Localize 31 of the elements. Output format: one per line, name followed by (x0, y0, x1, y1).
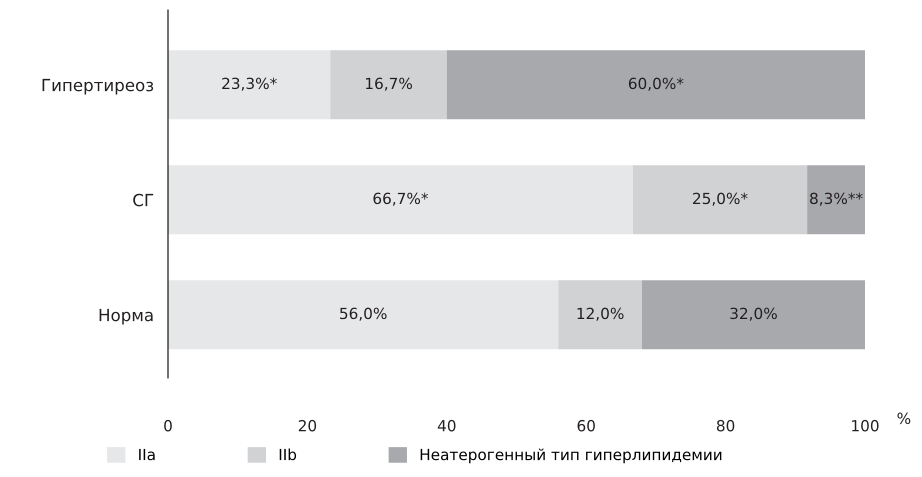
data-label: 25,0%* (693, 192, 748, 206)
data-label: 32,0% (730, 308, 777, 321)
y-tick-label: СГ (133, 194, 154, 206)
bar (168, 50, 330, 120)
y-tick-label: Норма (100, 308, 153, 325)
bar (807, 165, 865, 234)
bar (642, 280, 865, 350)
data-label: 12,0% (578, 308, 624, 321)
legend-label: IIa (139, 448, 155, 460)
data-label: 16,7% (366, 78, 412, 91)
data-label: 60,0%* (628, 78, 684, 91)
x-tick-label: 0 (164, 420, 172, 432)
legend-label: IIb (280, 448, 296, 460)
data-label: 8,3%** (810, 192, 863, 206)
bar (168, 165, 633, 234)
x-tick-label: 100 (852, 420, 879, 432)
data-label: 66,7%* (373, 192, 428, 206)
bar (168, 280, 558, 350)
x-axis-title: % (897, 412, 910, 424)
legend-label: Неатерогенный тип гиперлипидемии (420, 448, 722, 464)
y-tick-label: Гипертиреоз (42, 78, 154, 95)
data-label: 23,3%* (222, 78, 277, 91)
x-tick-label: 60 (578, 420, 595, 432)
bar (330, 50, 447, 120)
x-tick-label: 40 (438, 420, 456, 432)
data-label: 56,0% (340, 308, 387, 321)
bar (446, 50, 865, 120)
bar (632, 165, 808, 234)
bar (558, 280, 642, 350)
x-tick-label: 20 (298, 420, 316, 432)
x-tick-label: 80 (716, 420, 734, 432)
